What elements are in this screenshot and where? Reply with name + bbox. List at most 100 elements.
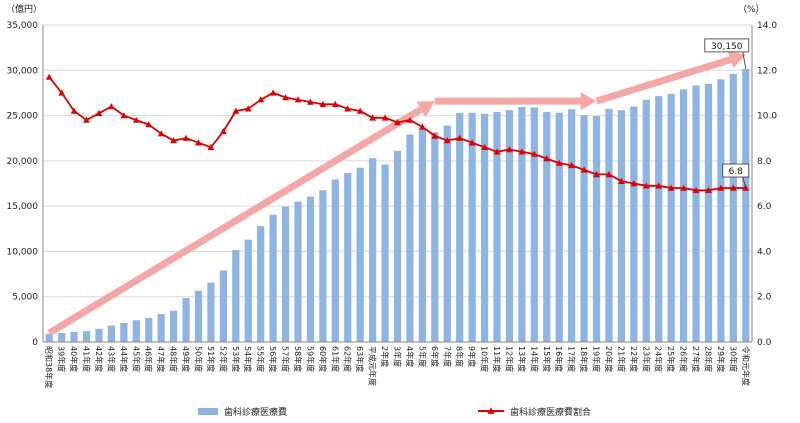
ratio-marker [518, 148, 526, 155]
bar [580, 115, 588, 343]
x-tick-label: 10年度 [480, 346, 490, 372]
ratio-marker [220, 128, 227, 135]
x-tick-label: 26年度 [679, 346, 689, 372]
ratio-marker [344, 105, 352, 112]
ratio-marker [294, 96, 302, 103]
x-tick-label: 47年度 [156, 346, 166, 372]
bars-layer [45, 68, 750, 343]
y-right-unit-label: （%） [738, 4, 765, 15]
callout-label: 30,150 [711, 42, 743, 52]
ratio-marker [506, 146, 513, 153]
ratio-marker [630, 180, 638, 187]
bar [58, 332, 66, 342]
trend-arrow-head [580, 92, 597, 111]
ratio-marker [157, 130, 165, 137]
x-tick-label: 23年度 [641, 346, 651, 372]
ratio-marker [108, 103, 115, 110]
legend: 歯科診療医療費 歯科診療医療費割合 [198, 406, 591, 418]
x-tick-label: 40年度 [69, 346, 79, 372]
y-left-tick-label: 25,000 [7, 112, 39, 122]
bar [381, 164, 389, 342]
ratio-marker [83, 116, 90, 123]
bar [207, 282, 215, 342]
ratio-marker [456, 134, 464, 141]
bar [244, 239, 252, 342]
y-left-tick-label: 30,000 [7, 66, 39, 76]
bar [704, 83, 713, 342]
ratio-marker [419, 123, 426, 130]
x-tick-label: 57年度 [281, 346, 291, 372]
callout-box [722, 163, 750, 178]
ratio-marker [145, 121, 153, 128]
ratio-marker [319, 100, 327, 107]
ratio-marker [244, 105, 252, 112]
legend-line-marker [487, 407, 495, 414]
bar [617, 110, 626, 342]
x-tick-label: 39年度 [57, 346, 67, 372]
ratio-marker [394, 119, 401, 126]
bar [257, 226, 265, 342]
y-right-tick-label: 14.0 [757, 21, 777, 31]
bar [344, 173, 352, 342]
x-tick-label: 44年度 [119, 346, 129, 372]
ratio-marker [120, 112, 128, 119]
bar [70, 332, 78, 342]
bar [431, 132, 439, 342]
x-tick-label: 24年度 [654, 346, 664, 372]
bar [742, 68, 750, 343]
bar [45, 333, 53, 342]
ratio-marker [655, 182, 663, 189]
x-tick-label: 55年度 [256, 346, 266, 372]
x-tick-label: 22年度 [629, 346, 639, 372]
x-tick-label: 30年度 [728, 346, 738, 372]
ratio-marker [468, 139, 476, 146]
ratio-marker [381, 114, 389, 121]
ratio-marker [356, 107, 364, 114]
ratio-marker [555, 159, 563, 166]
y-left-tick-label: 5,000 [12, 293, 38, 303]
trend-arrows-layer [47, 51, 746, 336]
x-tick-label: 59年度 [305, 346, 315, 372]
x-tick-label: 令和元年度 [741, 346, 751, 386]
ratio-marker [58, 89, 66, 96]
ratio-marker [269, 89, 277, 96]
x-tick-label: 62年度 [343, 346, 353, 372]
bar [95, 328, 103, 342]
x-tick-label: 9年度 [467, 346, 477, 367]
ratio-marker [618, 177, 625, 184]
y-left-tick-label: 0 [32, 338, 38, 348]
x-tick-label: 61年度 [330, 346, 340, 372]
bar [169, 310, 178, 342]
ratio-marker [717, 184, 725, 191]
bar [493, 111, 501, 342]
callout-box [704, 38, 750, 53]
x-tick-label: 平成元年度 [368, 346, 378, 386]
x-tick-label: 52年度 [218, 346, 228, 372]
ratio-marker [431, 132, 439, 139]
ratio-line-layer [45, 73, 750, 193]
bar [269, 214, 277, 342]
x-tick-label: 8年度 [455, 346, 465, 367]
trend-arrow-head [416, 101, 435, 117]
x-tick-label: 17年度 [567, 346, 577, 372]
x-tick-label: 12年度 [504, 346, 514, 372]
bar [145, 317, 153, 342]
x-tick-label: 6年度 [430, 346, 440, 367]
y-left-tick-label: 35,000 [7, 21, 39, 31]
x-tick-label: 7年度 [442, 346, 452, 367]
x-tick-label: 53年度 [231, 346, 241, 372]
labels-layer: （億円） （%） [6, 3, 765, 15]
y-left-tick-label: 10,000 [7, 247, 39, 257]
legend-line-label: 歯科診療医療費割合 [510, 406, 591, 418]
bar [667, 93, 675, 342]
trend-arrow-shaft [595, 56, 732, 105]
ratio-marker [132, 116, 140, 123]
y-right-tick-label: 12.0 [757, 66, 777, 76]
ratio-marker [593, 171, 600, 178]
ratio-marker [667, 184, 675, 191]
x-tick-label: 20年度 [604, 346, 614, 372]
callout-leader [742, 176, 747, 189]
x-tick-label: 13年度 [517, 346, 527, 372]
